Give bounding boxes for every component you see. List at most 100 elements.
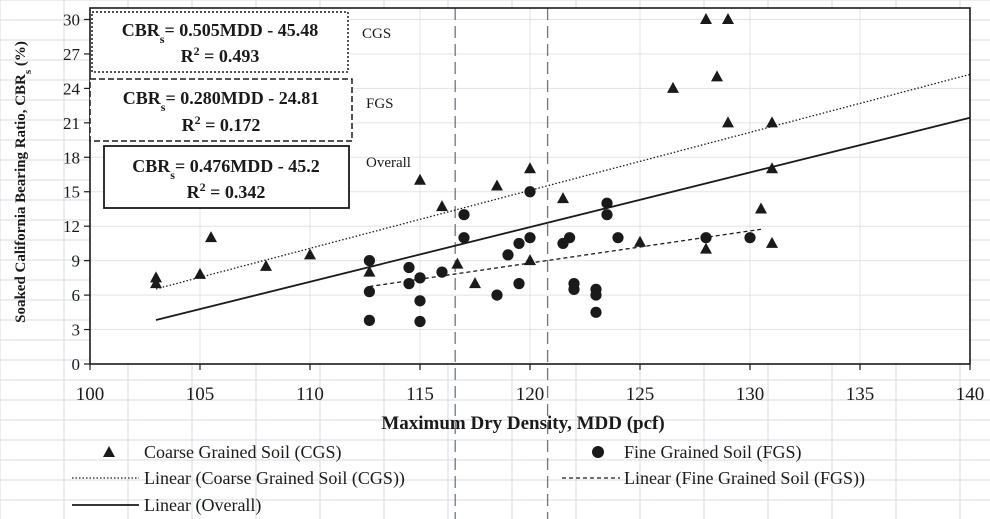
cgs-point <box>363 265 376 277</box>
x-axis-label: Maximum Dry Density, MDD (pcf) <box>381 413 664 434</box>
y-tick-label: 9 <box>72 252 81 271</box>
x-axis-ticks: 100 105 110 115 120 125 130 135 140 <box>76 364 985 405</box>
cgs-point <box>469 277 481 289</box>
trendline-dashed <box>369 228 762 288</box>
trendlines <box>155 73 971 321</box>
cgs-point <box>304 248 316 260</box>
cgs-point <box>451 257 464 269</box>
x-tick-label: 120 <box>516 384 545 405</box>
legend-label-cgs-trend: Linear (Coarse Grained Soil (CGS)) <box>144 468 405 489</box>
fgs-point <box>590 289 602 301</box>
annotation-tag-cgs: CGS <box>362 26 391 42</box>
fgs-point <box>414 272 426 284</box>
legend-label-fgs: Fine Grained Soil (FGS) <box>624 442 802 463</box>
fgs-point <box>403 278 415 290</box>
y-axis-label-main: Soaked California Bearing Ratio, CBR <box>13 74 29 323</box>
y-tick-label: 15 <box>63 183 80 202</box>
y-tick-label: 21 <box>63 114 80 133</box>
cgs-point <box>667 81 679 93</box>
fgs-point <box>568 283 580 295</box>
trendline-solid <box>155 116 971 321</box>
fgs-point <box>524 232 536 244</box>
x-tick-label: 135 <box>846 384 875 405</box>
fgs-point <box>458 232 470 244</box>
fgs-point <box>590 306 602 318</box>
fgs-point <box>612 232 624 244</box>
cgs-point <box>557 192 569 204</box>
x-tick-label: 125 <box>626 384 655 405</box>
y-tick-label: 0 <box>72 355 81 374</box>
y-tick-label: 27 <box>63 45 81 64</box>
cgs-point <box>766 162 778 174</box>
fgs-point <box>403 261 415 274</box>
fgs-point <box>601 197 613 209</box>
cgs-point <box>205 231 217 243</box>
y-axis-label: Soaked California Bearing Ratio, CBRs (%… <box>13 41 34 323</box>
legend-circle-symbol <box>592 446 604 458</box>
equation-fgs: CBRs= 0.280MDD - 24.81 <box>123 88 319 114</box>
x-tick-label: 100 <box>76 384 105 405</box>
cgs-point <box>755 202 767 214</box>
r-squared-overall: R2 = 0.342 <box>187 180 266 202</box>
fgs-point <box>564 232 576 244</box>
fgs-point <box>744 232 756 244</box>
y-tick-label: 30 <box>63 10 80 29</box>
cgs-point <box>766 116 778 128</box>
fgs-point <box>513 237 525 250</box>
fgs-point <box>513 278 525 290</box>
cgs-point <box>700 12 712 24</box>
equation-box-cgs: CBRs= 0.505MDD - 45.48 R2 = 0.493 <box>91 11 349 73</box>
fgs-point <box>363 314 375 326</box>
cgs-point <box>491 179 503 191</box>
cgs-point <box>634 235 646 247</box>
cgs-point <box>722 116 734 128</box>
data-markers <box>150 12 778 328</box>
x-tick-label: 130 <box>736 384 765 405</box>
fgs-point <box>524 186 536 198</box>
y-tick-label: 12 <box>63 217 80 236</box>
cgs-point <box>260 259 272 271</box>
x-tick-label: 140 <box>956 384 985 405</box>
fgs-point <box>491 289 503 301</box>
r-squared-cgs: R2 = 0.493 <box>181 44 260 66</box>
cgs-point <box>194 267 206 279</box>
fgs-point <box>700 232 712 244</box>
fgs-point <box>458 209 470 221</box>
y-axis-ticks: 0 3 6 9 12 15 18 21 24 27 30 <box>63 10 90 374</box>
equation-cgs: CBRs= 0.505MDD - 45.48 <box>122 20 318 46</box>
y-tick-label: 24 <box>63 79 81 98</box>
fgs-point <box>601 209 613 221</box>
x-tick-label: 115 <box>406 384 434 405</box>
fgs-point <box>363 255 375 267</box>
fgs-point <box>414 295 426 307</box>
fgs-point <box>363 286 375 298</box>
y-tick-label: 3 <box>72 321 81 340</box>
y-tick-label: 6 <box>72 286 81 305</box>
equation-overall: CBRs= 0.476MDD - 45.2 <box>132 156 319 182</box>
cgs-point <box>150 277 162 289</box>
equation-box-overall: CBRs= 0.476MDD - 45.2 R2 = 0.342 <box>103 145 350 209</box>
cgs-point <box>436 200 448 212</box>
annotation-tag-overall: Overall <box>366 155 411 171</box>
cgs-point <box>722 12 734 24</box>
r-squared-fgs: R2 = 0.172 <box>182 113 261 135</box>
legend: Coarse Grained Soil (CGS) Fine Grained S… <box>72 442 865 516</box>
fgs-point <box>502 249 514 261</box>
cgs-point <box>766 236 778 248</box>
trendline-dotted <box>155 73 971 290</box>
legend-label-overall-trend: Linear (Overall) <box>144 495 261 516</box>
cgs-point <box>150 271 162 283</box>
y-axis-label-unit: (%) <box>13 41 29 70</box>
y-tick-label: 18 <box>63 148 80 167</box>
y-axis-label-subscript: s <box>22 69 34 74</box>
x-tick-label: 105 <box>186 384 215 405</box>
fgs-point <box>436 266 448 278</box>
equation-box-fgs: CBRs= 0.280MDD - 24.81 R2 = 0.172 <box>89 78 353 142</box>
legend-triangle-symbol <box>103 446 115 457</box>
annotation-tag-fgs: FGS <box>366 96 394 112</box>
cgs-point <box>524 254 536 266</box>
x-tick-label: 110 <box>296 384 324 405</box>
cgs-point <box>524 162 536 174</box>
